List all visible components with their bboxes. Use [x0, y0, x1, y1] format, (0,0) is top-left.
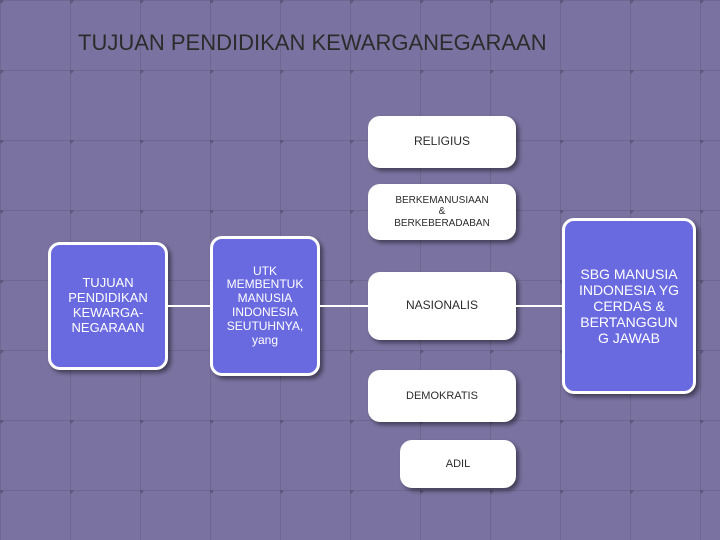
node-label: ADIL [446, 458, 470, 471]
node-berkemanusiaan: BERKEMANUSIAAN & BERKEBERADABAN [368, 184, 516, 240]
node-label: RELIGIUS [414, 135, 470, 149]
node-adil: ADIL [400, 440, 516, 488]
slide-title: TUJUAN PENDIDIKAN KEWARGANEGARAAN [78, 30, 547, 56]
slide-canvas: TUJUAN PENDIDIKAN KEWARGANEGARAAN TUJUAN… [0, 0, 720, 540]
node-label: TUJUAN PENDIDIKAN KEWARGA- NEGARAAN [68, 276, 147, 336]
node-root: TUJUAN PENDIDIKAN KEWARGA- NEGARAAN [48, 242, 168, 370]
edge-root-mid [168, 305, 210, 307]
node-label: BERKEMANUSIAAN & BERKEBERADABAN [394, 195, 490, 230]
edge-nasionalis-result [516, 305, 562, 307]
node-nasionalis: NASIONALIS [368, 272, 516, 340]
node-label: NASIONALIS [406, 299, 478, 313]
node-label: SBG MANUSIA INDONESIA YG CERDAS & BERTAN… [579, 266, 679, 346]
edge-mid-nasionalis [320, 305, 368, 307]
node-demokratis: DEMOKRATIS [368, 370, 516, 422]
node-mid: UTK MEMBENTUK MANUSIA INDONESIA SEUTUHNY… [210, 236, 320, 376]
node-label: UTK MEMBENTUK MANUSIA INDONESIA SEUTUHNY… [227, 265, 304, 348]
node-religius: RELIGIUS [368, 116, 516, 168]
node-result: SBG MANUSIA INDONESIA YG CERDAS & BERTAN… [562, 218, 696, 394]
node-label: DEMOKRATIS [406, 390, 478, 403]
